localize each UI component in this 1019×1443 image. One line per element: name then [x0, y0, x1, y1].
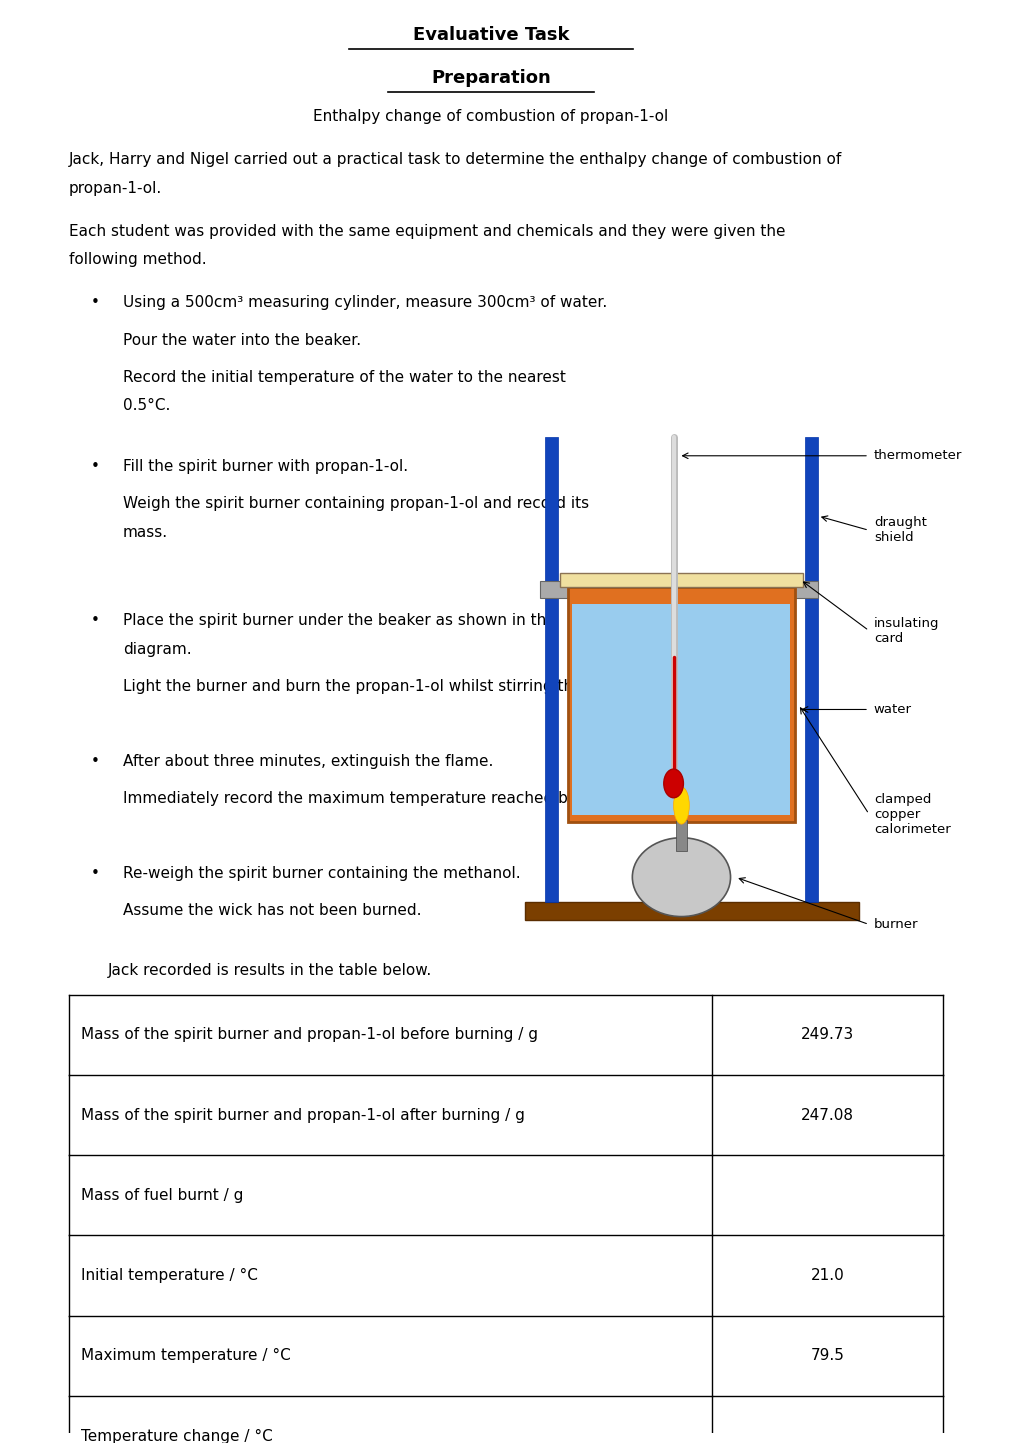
- Text: Preparation: Preparation: [431, 69, 550, 87]
- Text: thermometer: thermometer: [873, 449, 961, 462]
- Text: 249.73: 249.73: [800, 1027, 853, 1042]
- Text: Mass of the spirit burner and propan-1-ol before burning / g: Mass of the spirit burner and propan-1-o…: [81, 1027, 537, 1042]
- Text: After about three minutes, extinguish the flame.: After about three minutes, extinguish th…: [122, 753, 492, 769]
- Bar: [544, 437, 557, 902]
- Text: Jack recorded is results in the table below.: Jack recorded is results in the table be…: [108, 962, 432, 978]
- Text: Initial temperature / °C: Initial temperature / °C: [81, 1268, 257, 1283]
- Text: Mass of fuel burnt / g: Mass of fuel burnt / g: [81, 1188, 243, 1203]
- Text: Light the burner and burn the propan-1-ol whilst stirring the water with a therm: Light the burner and burn the propan-1-o…: [122, 680, 792, 694]
- Text: 79.5: 79.5: [809, 1348, 844, 1364]
- Text: 0.5°C.: 0.5°C.: [122, 398, 170, 414]
- Bar: [525, 902, 858, 921]
- Ellipse shape: [673, 786, 689, 824]
- Text: Re-weigh the spirit burner containing the methanol.: Re-weigh the spirit burner containing th…: [122, 866, 520, 880]
- Text: Weigh the spirit burner containing propan-1-ol and record its: Weigh the spirit burner containing propa…: [122, 496, 588, 511]
- Text: clamped
copper
calorimeter: clamped copper calorimeter: [873, 792, 950, 835]
- Text: propan-1-ol.: propan-1-ol.: [68, 180, 162, 196]
- Text: Mass of the spirit burner and propan-1-ol after burning / g: Mass of the spirit burner and propan-1-o…: [81, 1108, 524, 1123]
- Text: burner: burner: [873, 918, 917, 931]
- Text: •: •: [91, 459, 99, 473]
- Text: Using a 500cm³ measuring cylinder, measure 300cm³ of water.: Using a 500cm³ measuring cylinder, measu…: [122, 296, 606, 310]
- Text: draught
shield: draught shield: [873, 517, 926, 544]
- Text: •: •: [91, 753, 99, 769]
- Bar: [675, 820, 687, 851]
- Text: Fill the spirit burner with propan-1-ol.: Fill the spirit burner with propan-1-ol.: [122, 459, 408, 473]
- Text: Record the initial temperature of the water to the nearest: Record the initial temperature of the wa…: [122, 369, 566, 385]
- Text: Temperature change / °C: Temperature change / °C: [81, 1429, 272, 1443]
- Text: •: •: [91, 866, 99, 880]
- Text: insulating
card: insulating card: [873, 616, 938, 645]
- Text: •: •: [91, 613, 99, 629]
- Bar: [567, 587, 795, 823]
- Text: Assume the wick has not been burned.: Assume the wick has not been burned.: [122, 903, 421, 918]
- Text: following method.: following method.: [68, 253, 206, 267]
- Ellipse shape: [632, 838, 730, 916]
- Text: Maximum temperature / °C: Maximum temperature / °C: [81, 1348, 290, 1364]
- Text: Jack, Harry and Nigel carried out a practical task to determine the enthalpy cha: Jack, Harry and Nigel carried out a prac…: [68, 152, 841, 167]
- Text: •: •: [91, 296, 99, 310]
- Text: Immediately record the maximum temperature reached by the water.: Immediately record the maximum temperatu…: [122, 791, 658, 807]
- Circle shape: [663, 769, 683, 798]
- Bar: [559, 573, 802, 587]
- Text: diagram.: diagram.: [122, 642, 192, 657]
- Text: Each student was provided with the same equipment and chemicals and they were gi: Each student was provided with the same …: [68, 224, 785, 238]
- Bar: [804, 437, 817, 902]
- Text: Enthalpy change of combustion of propan-1-ol: Enthalpy change of combustion of propan-…: [313, 108, 667, 124]
- Text: 247.08: 247.08: [800, 1108, 853, 1123]
- Text: Evaluative Task: Evaluative Task: [413, 26, 569, 43]
- Text: mass.: mass.: [122, 525, 168, 540]
- Text: Pour the water into the beaker.: Pour the water into the beaker.: [122, 332, 361, 348]
- Text: water: water: [873, 703, 911, 716]
- Text: Place the spirit burner under the beaker as shown in the: Place the spirit burner under the beaker…: [122, 613, 555, 629]
- Bar: [539, 582, 817, 599]
- Bar: [572, 605, 790, 815]
- Text: 21.0: 21.0: [809, 1268, 844, 1283]
